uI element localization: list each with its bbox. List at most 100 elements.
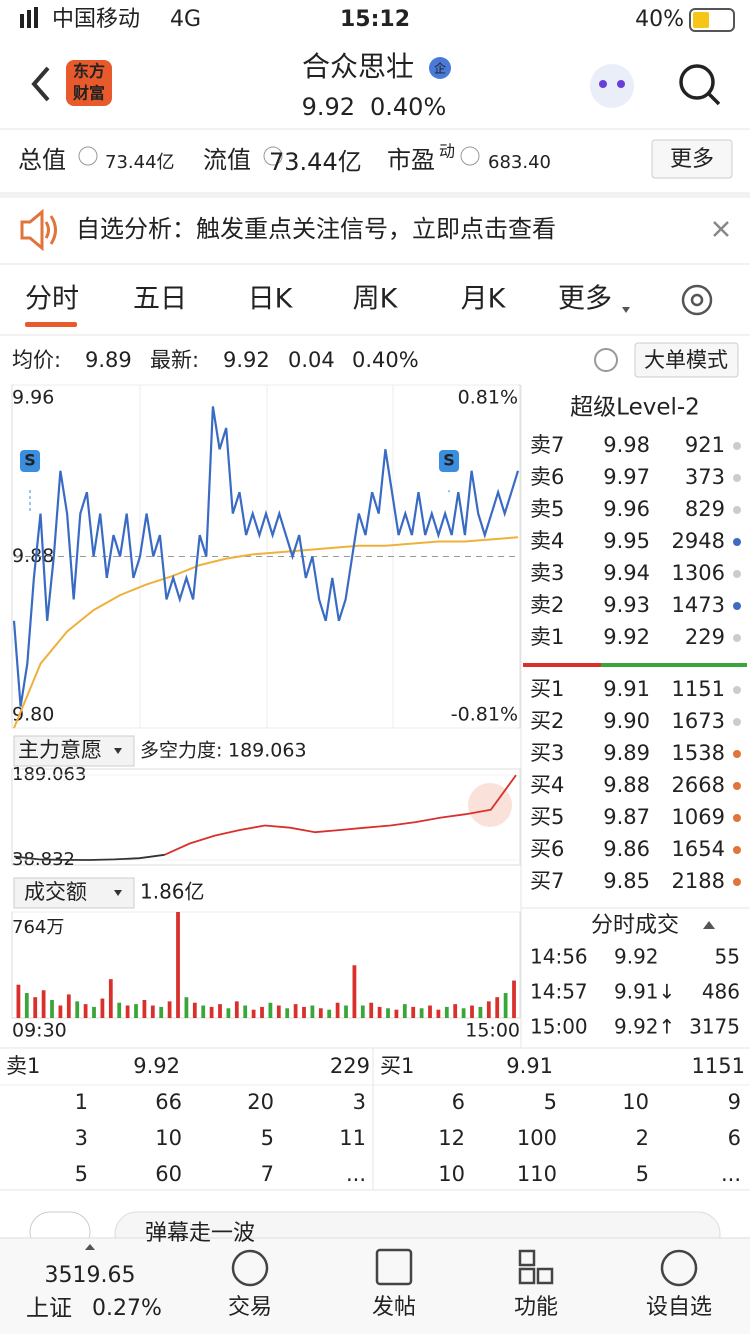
y-tick-label: 9.96 [12, 387, 54, 409]
signal-badge [20, 450, 40, 472]
speaker-icon [20, 208, 44, 252]
level-label: 卖2 [530, 593, 564, 617]
volume-bar [352, 965, 357, 1018]
indicator-name: 主力意愿 [18, 738, 102, 762]
dropdown-caret [114, 890, 122, 896]
queue-order: 3 [75, 1126, 88, 1150]
volume-bar [369, 1002, 374, 1018]
bottom-nav [0, 1238, 750, 1334]
level-price: 9.94 [603, 561, 650, 585]
volume-bar [411, 1006, 416, 1018]
volume-bar [192, 1002, 197, 1018]
level-price: 9.87 [603, 805, 650, 829]
trade-price: 9.91↓ [614, 980, 675, 1004]
more-button[interactable]: 更多 [670, 147, 714, 172]
volume-bar [470, 1005, 474, 1018]
queue-order: 5 [544, 1090, 557, 1114]
index-name: 上证 [26, 1296, 72, 1322]
volume-bar [251, 1009, 256, 1018]
post-icon[interactable] [375, 1248, 413, 1286]
index-value: 3519.65 [45, 1263, 136, 1288]
period-tab[interactable]: 月K [461, 284, 507, 315]
volume-bar [335, 1002, 340, 1018]
period-tab[interactable]: 五日 [133, 284, 187, 315]
signal-icon [27, 10, 31, 28]
volume-bar [394, 1009, 399, 1018]
level-dot [733, 602, 741, 610]
function-icon [518, 1267, 536, 1285]
indicator-label: 多空力度: [140, 740, 222, 762]
period-tab[interactable]: 更多 [558, 284, 612, 315]
header-price: 9.92 [302, 93, 355, 121]
queue-order: ... [346, 1162, 366, 1186]
network: 4G [170, 7, 201, 32]
level-qty: 1538 [672, 741, 725, 765]
queue-order: 11 [339, 1126, 366, 1150]
ratio-bar-bid [601, 663, 747, 667]
comment-placeholder: 弹幕走一波 [145, 1221, 255, 1246]
watchlist-icon[interactable] [660, 1249, 698, 1287]
header-change: 0.40% [370, 93, 446, 121]
settings-icon-core [690, 293, 704, 307]
queue-order: 10 [155, 1126, 182, 1150]
volume-bar [377, 1006, 382, 1018]
function-icon[interactable] [518, 1249, 536, 1267]
level-price: 9.97 [603, 465, 650, 489]
level-qty: 1069 [672, 805, 725, 829]
volume-bar [260, 1006, 264, 1018]
indicator-line [13, 853, 165, 861]
volume-bar [243, 1005, 248, 1018]
back-button[interactable] [31, 66, 50, 102]
period-tab[interactable]: 日K [248, 284, 294, 315]
level-price: 9.90 [603, 709, 650, 733]
trade-price: 9.92↑ [614, 1015, 675, 1039]
stock-title: 合众思壮 [302, 50, 414, 83]
level-dot [733, 750, 741, 758]
volume-bar [209, 1006, 214, 1018]
mode-button[interactable]: 大单模式 [644, 348, 728, 372]
trade-icon[interactable] [231, 1249, 269, 1287]
more-button[interactable] [651, 139, 733, 179]
level-price: 9.85 [603, 869, 650, 893]
y-tick-label: 764万 [12, 917, 64, 938]
volume-total: 1.86亿 [140, 880, 205, 904]
volume-bar [150, 1005, 155, 1018]
queue-price: 9.92 [133, 1054, 180, 1078]
volume-selector[interactable] [13, 877, 135, 909]
volume-bar [125, 1005, 130, 1018]
index-pct: 0.27% [92, 1296, 162, 1321]
nav-item: 设自选 [646, 1295, 712, 1320]
mode-button[interactable] [634, 342, 739, 378]
period-tab[interactable]: 周K [353, 284, 399, 315]
robot-eye [617, 80, 625, 88]
trade-qty: 55 [715, 945, 740, 969]
level-dot [733, 814, 741, 822]
active-tab[interactable]: 分时 [25, 284, 79, 315]
queue-order: 2 [636, 1126, 649, 1150]
level-label: 卖3 [530, 561, 564, 585]
level-price: 9.91 [603, 677, 650, 701]
stat-label: 流值 [203, 146, 251, 174]
close-button[interactable] [713, 221, 729, 237]
indicator-selector[interactable] [13, 735, 135, 767]
trades-title: 分时成交 [591, 913, 679, 938]
orderbook-title: 超级Level-2 [570, 395, 700, 421]
help-icon[interactable] [594, 348, 618, 372]
level-price: 9.92 [603, 625, 650, 649]
logo[interactable] [66, 60, 112, 106]
robot-icon[interactable] [590, 64, 634, 108]
volume-bar [327, 1009, 332, 1018]
volume-bar [453, 1004, 458, 1018]
price-line [12, 406, 520, 707]
settings-icon[interactable] [681, 284, 713, 316]
queue-order: 5 [636, 1162, 649, 1186]
volume-bar [512, 980, 516, 1018]
clock: 15:12 [340, 7, 410, 32]
level-qty: 829 [685, 497, 725, 521]
level-qty: 229 [685, 625, 725, 649]
y-tick-label: 9.80 [12, 704, 54, 726]
volume-bar [360, 1005, 365, 1018]
search-icon[interactable] [679, 64, 715, 100]
volume-bar [167, 1001, 172, 1018]
queue-order: 7 [261, 1162, 274, 1186]
